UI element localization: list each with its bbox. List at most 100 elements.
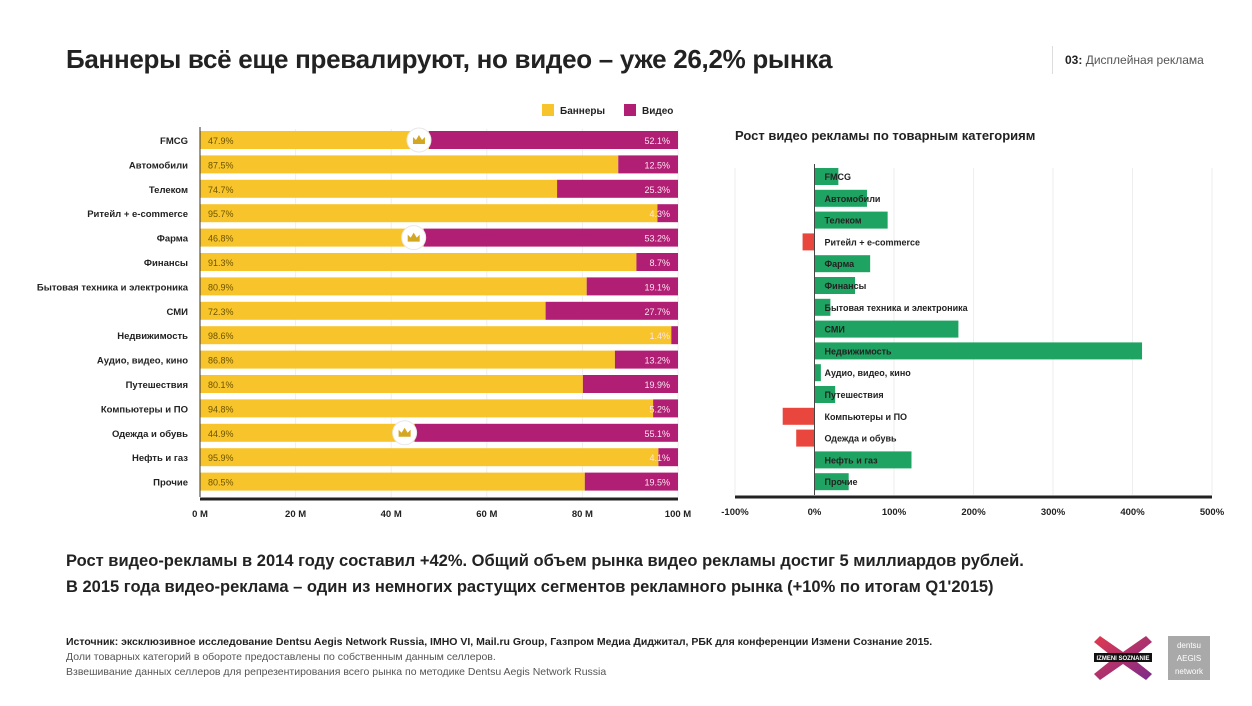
x-tick-label: -100% bbox=[721, 507, 749, 518]
label-video: 19.1% bbox=[644, 282, 670, 292]
label-video: 12.5% bbox=[644, 160, 670, 170]
growth-category-label: Прочие bbox=[825, 477, 858, 487]
crown-icon bbox=[401, 225, 427, 251]
category-label: Нефть и газ bbox=[132, 453, 188, 464]
legend-swatch-banners bbox=[542, 104, 554, 116]
label-banners: 80.9% bbox=[208, 282, 234, 292]
bar-banners bbox=[200, 326, 672, 345]
bar-video bbox=[636, 253, 678, 271]
dentsu-logo-line-2: AEGIS bbox=[1176, 654, 1202, 663]
label-video: 1.4% bbox=[649, 331, 670, 341]
growth-chart: Рост видео рекламы по товарным категория… bbox=[721, 128, 1225, 518]
x-tick-label: 60 M bbox=[476, 509, 497, 520]
legend-label-banners: Баннеры bbox=[560, 106, 605, 117]
label-banners: 46.8% bbox=[208, 234, 234, 244]
growth-bar bbox=[814, 189, 867, 207]
category-label: Телеком bbox=[149, 185, 188, 196]
crown-icon bbox=[392, 420, 418, 446]
label-video: 13.2% bbox=[644, 356, 670, 366]
growth-bar bbox=[814, 386, 836, 403]
x-tick-label: 200% bbox=[961, 507, 986, 518]
bar-banners bbox=[200, 277, 587, 296]
legend: Баннеры Видео bbox=[542, 104, 673, 117]
label-banners: 80.5% bbox=[208, 478, 234, 488]
bar-video bbox=[586, 277, 678, 296]
bar-video bbox=[658, 448, 678, 467]
label-video: 5.2% bbox=[649, 404, 670, 414]
bar-video bbox=[428, 131, 678, 149]
bar-video bbox=[423, 228, 678, 247]
category-label: Финансы bbox=[144, 258, 188, 269]
bar-banners bbox=[200, 131, 429, 149]
growth-category-label: Недвижимость bbox=[825, 346, 893, 356]
label-banners: 87.5% bbox=[208, 160, 234, 170]
bar-video bbox=[618, 155, 678, 174]
crown-shape bbox=[398, 427, 411, 437]
growth-bar bbox=[796, 429, 815, 447]
growth-category-label: Бытовая техника и электроника bbox=[825, 303, 969, 313]
label-banners: 94.8% bbox=[208, 404, 234, 414]
label-video: 19.9% bbox=[644, 380, 670, 390]
x-tick-label: 100% bbox=[882, 507, 907, 518]
x-tick-label: 500% bbox=[1200, 507, 1225, 518]
label-video: 27.7% bbox=[644, 307, 670, 317]
growth-category-label: Телеком bbox=[825, 216, 862, 226]
bar-banners bbox=[200, 253, 637, 271]
category-label: Одежда и обувь bbox=[112, 429, 188, 440]
label-video: 4.1% bbox=[649, 453, 670, 463]
growth-bar bbox=[814, 211, 888, 229]
label-banners: 72.3% bbox=[208, 307, 234, 317]
growth-category-label: Финансы bbox=[825, 281, 867, 291]
summary-line-2: В 2015 года видео-реклама – один из немн… bbox=[66, 578, 994, 596]
bar-banners bbox=[200, 204, 658, 223]
bar-banners bbox=[200, 423, 415, 442]
bar-banners bbox=[200, 472, 585, 491]
bar-video bbox=[657, 204, 678, 223]
category-label: Путешествия bbox=[126, 380, 188, 391]
label-banners: 98.6% bbox=[208, 331, 234, 341]
x-tick-label: 80 M bbox=[572, 509, 593, 520]
x-tick-label: 100 M bbox=[665, 509, 691, 520]
x-tick-label: 20 M bbox=[285, 509, 306, 520]
legend-swatch-video bbox=[624, 104, 636, 116]
growth-bar bbox=[814, 342, 1143, 360]
category-label: Ритейл + e-commerce bbox=[87, 209, 188, 220]
label-video: 25.3% bbox=[644, 185, 670, 195]
category-label: FMCG bbox=[160, 136, 188, 147]
x-tick-label: 400% bbox=[1120, 507, 1145, 518]
growth-chart-title: Рост видео рекламы по товарным категория… bbox=[735, 128, 1035, 143]
growth-category-label: Путешествия bbox=[825, 390, 884, 400]
growth-category-label: Автомобили bbox=[825, 194, 881, 204]
bar-video bbox=[653, 399, 678, 418]
dentsu-logo-line-3: network bbox=[1174, 667, 1203, 676]
growth-bar bbox=[814, 255, 871, 273]
bar-banners bbox=[200, 350, 615, 369]
section-number: 03: bbox=[1065, 53, 1083, 67]
category-label: Недвижимость bbox=[117, 331, 188, 342]
growth-bar bbox=[814, 451, 912, 469]
category-label: Фарма bbox=[157, 234, 189, 245]
label-banners: 86.8% bbox=[208, 356, 234, 366]
label-banners: 47.9% bbox=[208, 136, 234, 146]
bar-video bbox=[545, 301, 678, 320]
izmeni-soznanie-logo: IZMENI SOZNANIE bbox=[1094, 636, 1152, 680]
x-tick-label: 0% bbox=[808, 507, 822, 518]
section-label: 03: Дисплейная реклама bbox=[1052, 46, 1204, 74]
section-name: Дисплейная реклама bbox=[1085, 53, 1204, 67]
growth-bar bbox=[814, 298, 831, 316]
label-banners: 44.9% bbox=[208, 429, 234, 439]
category-label: Компьютеры и ПО bbox=[101, 404, 188, 415]
growth-category-label: Ритейл + e-commerce bbox=[825, 237, 920, 247]
category-label: Автомобили bbox=[129, 160, 188, 171]
x-tick-label: 40 M bbox=[381, 509, 402, 520]
source-note: Источник: эксклюзивное исследование Dent… bbox=[66, 636, 933, 648]
label-video: 53.2% bbox=[644, 234, 670, 244]
label-banners: 91.3% bbox=[208, 258, 234, 268]
growth-category-label: Компьютеры и ПО bbox=[825, 412, 908, 422]
bar-banners bbox=[200, 301, 546, 320]
bar-banners bbox=[200, 375, 583, 393]
growth-category-label: Аудио, видео, кино bbox=[825, 368, 912, 378]
legend-label-video: Видео bbox=[642, 106, 673, 117]
category-label: Бытовая техника и электроника bbox=[37, 282, 189, 293]
bar-video bbox=[614, 350, 678, 369]
